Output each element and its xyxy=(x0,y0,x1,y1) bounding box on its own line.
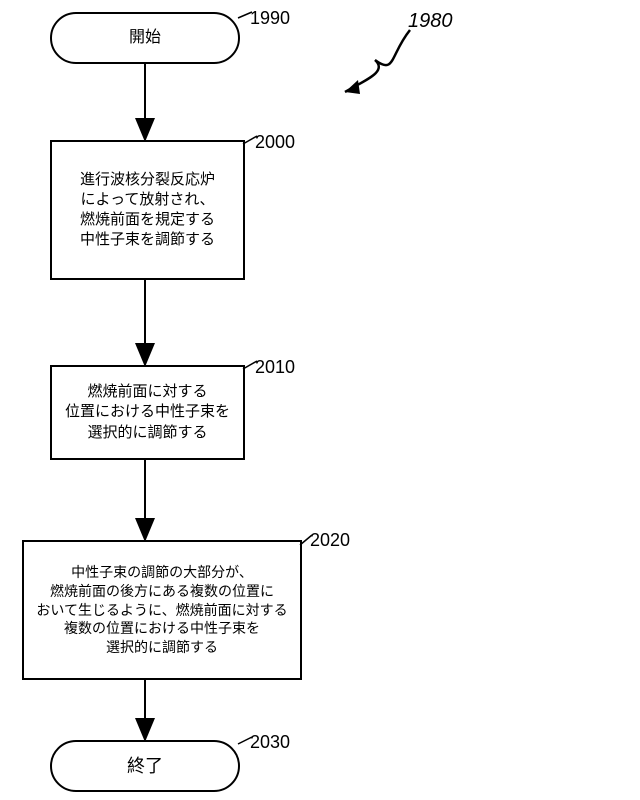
node-step1-text: 進行波核分裂反応炉 によって放射され、 燃焼前面を規定する 中性子束を調節する xyxy=(80,170,215,251)
node-end: 終了 xyxy=(50,740,240,792)
node-step3-text: 中性子束の調節の大部分が、 燃焼前面の後方にある複数の位置に おいて生じるように… xyxy=(36,563,287,657)
figure-reference-arrowhead xyxy=(345,80,360,94)
label-step2: 2010 xyxy=(255,357,295,378)
figure-reference-label: 1980 xyxy=(408,10,453,33)
flowchart-container: 開始 1990 進行波核分裂反応炉 によって放射され、 燃焼前面を規定する 中性… xyxy=(0,0,640,800)
node-step2: 燃焼前面に対する 位置における中性子束を 選択的に調節する xyxy=(50,365,245,460)
node-start: 開始 xyxy=(50,12,240,64)
node-step1: 進行波核分裂反応炉 によって放射され、 燃焼前面を規定する 中性子束を調節する xyxy=(50,140,245,280)
node-end-text: 終了 xyxy=(127,754,163,778)
label-end: 2030 xyxy=(250,732,290,753)
node-step3: 中性子束の調節の大部分が、 燃焼前面の後方にある複数の位置に おいて生じるように… xyxy=(22,540,302,680)
node-step2-text: 燃焼前面に対する 位置における中性子束を 選択的に調節する xyxy=(65,382,230,443)
node-start-text: 開始 xyxy=(129,27,161,49)
label-step3: 2020 xyxy=(310,530,350,551)
label-step1: 2000 xyxy=(255,132,295,153)
figure-reference-arrow xyxy=(345,30,410,92)
label-start: 1990 xyxy=(250,8,290,29)
